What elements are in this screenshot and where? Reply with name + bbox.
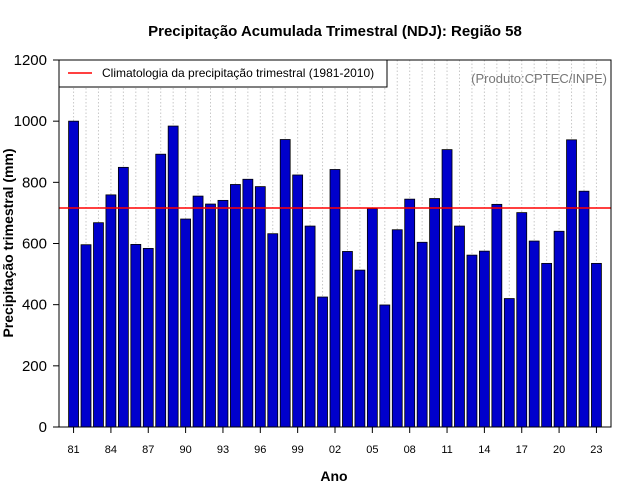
bar-1981 bbox=[68, 120, 79, 428]
bar-2023 bbox=[591, 262, 602, 428]
bar-2003 bbox=[342, 251, 353, 428]
x-tick-label: 96 bbox=[254, 444, 266, 456]
y-tick-label: 400 bbox=[22, 297, 47, 314]
y-tick-label: 1000 bbox=[14, 113, 47, 130]
bar-1994 bbox=[230, 184, 241, 428]
y-tick-label: 1200 bbox=[14, 52, 47, 69]
x-axis-label: Ano bbox=[320, 468, 347, 484]
x-tick-label: 17 bbox=[516, 444, 528, 456]
bar-1999 bbox=[292, 174, 304, 428]
bar-1992 bbox=[205, 203, 216, 428]
x-tick-label: 20 bbox=[553, 444, 565, 456]
y-tick-label: 600 bbox=[22, 236, 47, 253]
bar-2016 bbox=[503, 298, 515, 428]
x-tick-label: 05 bbox=[366, 444, 378, 456]
bar-2010 bbox=[429, 198, 440, 428]
bar-1991 bbox=[192, 195, 204, 428]
y-tick-label: 0 bbox=[39, 419, 47, 436]
x-tick-label: 23 bbox=[590, 444, 602, 456]
y-axis: 0 200 400 600 800 1000 1200 bbox=[14, 52, 59, 436]
bar-2017 bbox=[516, 212, 528, 428]
bar-2005 bbox=[366, 208, 378, 428]
bar-1986 bbox=[130, 244, 142, 428]
bar-2018 bbox=[528, 240, 540, 428]
bar-2009 bbox=[416, 241, 428, 428]
bar-2007 bbox=[391, 229, 403, 428]
x-tick-label: 11 bbox=[441, 444, 452, 456]
x-tick-label: 99 bbox=[292, 444, 304, 456]
bar-2014 bbox=[479, 250, 490, 428]
bar-1989 bbox=[167, 125, 179, 428]
bar-2013 bbox=[466, 254, 478, 428]
legend: Climatologia da precipitação trimestral … bbox=[58, 59, 388, 88]
bar-2021 bbox=[566, 139, 577, 428]
bar-1995 bbox=[242, 178, 254, 428]
bar-1990 bbox=[180, 218, 191, 428]
y-tick-label: 800 bbox=[22, 174, 47, 191]
x-tick-label: 87 bbox=[142, 444, 154, 456]
bars bbox=[68, 120, 602, 428]
x-tick-label: 08 bbox=[404, 444, 416, 456]
bar-1997 bbox=[267, 233, 279, 428]
bar-2008 bbox=[404, 198, 416, 428]
bar-2006 bbox=[379, 304, 391, 428]
x-tick-label: 90 bbox=[179, 444, 191, 456]
x-axis: 81 84 87 90 93 96 99 02 05 08 11 14 17 20 23 bbox=[67, 427, 603, 456]
bar-2001 bbox=[317, 296, 328, 428]
bar-1984 bbox=[105, 194, 117, 428]
bar-2000 bbox=[304, 225, 316, 428]
bar-1983 bbox=[93, 222, 104, 428]
bar-1993 bbox=[217, 199, 229, 428]
bar-2015 bbox=[491, 203, 503, 428]
bar-2011 bbox=[441, 149, 453, 428]
bar-2012 bbox=[454, 225, 465, 428]
x-tick-label: 84 bbox=[105, 444, 117, 456]
product-label: (Produto:CPTEC/INPE) bbox=[471, 71, 607, 86]
bar-2004 bbox=[354, 269, 366, 428]
bar-2019 bbox=[541, 262, 553, 428]
bar-1985 bbox=[117, 166, 129, 428]
bar-1998 bbox=[279, 139, 291, 428]
bar-1996 bbox=[254, 186, 266, 428]
bar-1982 bbox=[80, 244, 92, 428]
x-tick-label: 14 bbox=[478, 444, 490, 456]
bar-1988 bbox=[155, 153, 167, 428]
y-tick-label: 200 bbox=[22, 358, 47, 375]
bar-2022 bbox=[578, 190, 590, 428]
x-tick-label: 81 bbox=[67, 444, 79, 456]
bar-1987 bbox=[142, 247, 154, 428]
legend-label: Climatologia da precipitação trimestral … bbox=[102, 66, 374, 80]
x-tick-label: 93 bbox=[217, 444, 229, 456]
chart-title: Precipitação Acumulada Trimestral (NDJ):… bbox=[148, 23, 522, 40]
y-axis-label: Precipitação trimestral (mm) bbox=[0, 148, 16, 337]
legend-box bbox=[58, 59, 388, 88]
bar-2020 bbox=[553, 230, 565, 428]
x-tick-label: 02 bbox=[329, 444, 341, 456]
